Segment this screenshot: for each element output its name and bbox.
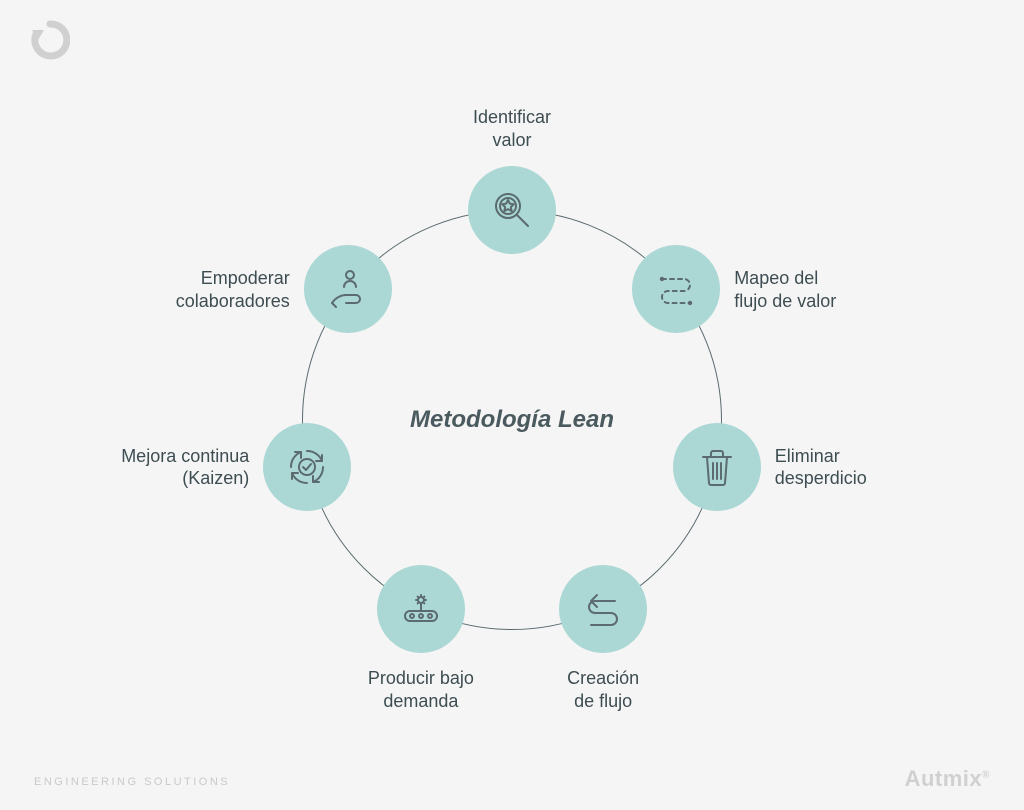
node-eliminar-desperdicio bbox=[673, 423, 761, 511]
footer-brand: Autmix® bbox=[905, 766, 990, 792]
footer-brand-name: Autmix bbox=[905, 766, 983, 791]
flow-arrow-icon bbox=[579, 585, 627, 633]
node-identificar-valor bbox=[468, 166, 556, 254]
footer-tagline: ENGINEERING SOLUTIONS bbox=[34, 776, 230, 788]
footer-brand-mark: ® bbox=[982, 770, 990, 781]
label-empoderar-colaboradores: Empoderar colaboradores bbox=[176, 267, 290, 312]
cycle-check-icon bbox=[283, 443, 331, 491]
label-identificar-valor: Identificar valor bbox=[473, 106, 551, 151]
label-mejora-continua: Mejora continua (Kaizen) bbox=[121, 445, 249, 490]
lean-diagram: Metodología Lean Identificar valor Mapeo… bbox=[0, 0, 1024, 810]
hand-person-icon bbox=[324, 265, 372, 313]
label-mapeo-flujo-valor: Mapeo del flujo de valor bbox=[734, 267, 836, 312]
diagram-title: Metodología Lean bbox=[410, 406, 614, 434]
node-creacion-flujo bbox=[559, 565, 647, 653]
label-producir-bajo-demanda: Producir bajo demanda bbox=[368, 667, 474, 712]
node-producir-bajo-demanda bbox=[377, 565, 465, 653]
node-empoderar-colaboradores bbox=[304, 245, 392, 333]
label-eliminar-desperdicio: Eliminar desperdicio bbox=[775, 445, 867, 490]
dashed-path-icon bbox=[652, 265, 700, 313]
conveyor-icon bbox=[397, 585, 445, 633]
node-mejora-continua bbox=[263, 423, 351, 511]
node-mapeo-flujo-valor bbox=[632, 245, 720, 333]
magnifier-star-icon bbox=[488, 186, 536, 234]
label-creacion-flujo: Creación de flujo bbox=[567, 667, 639, 712]
trash-icon bbox=[693, 443, 741, 491]
